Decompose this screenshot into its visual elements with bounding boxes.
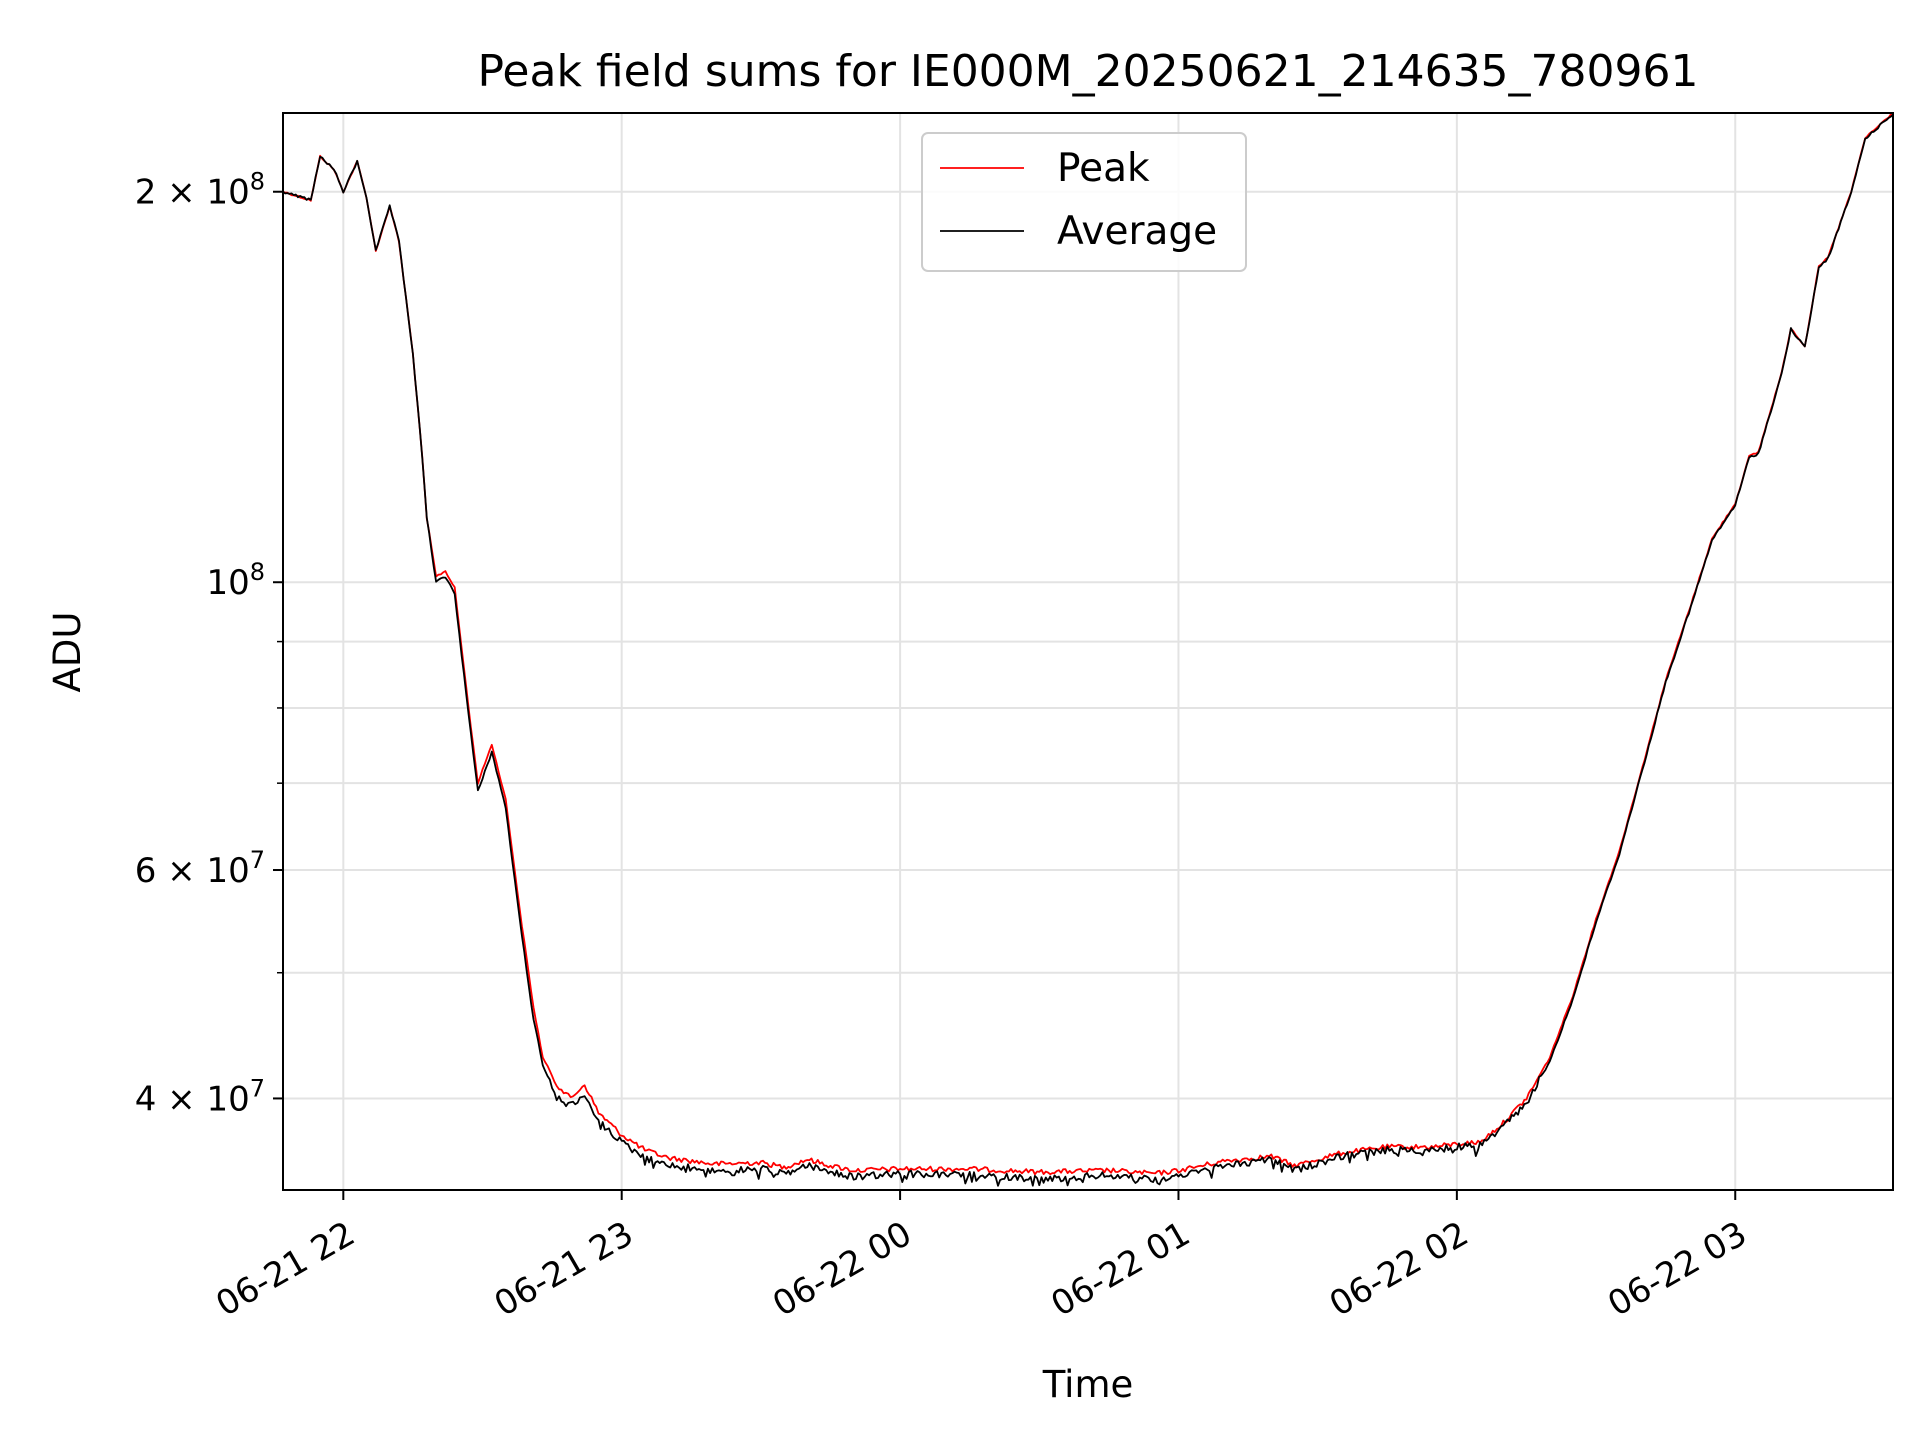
y-tick-label: 6 × 107 [135,846,265,891]
x-tick-label: 06-22 02 [1323,1214,1475,1325]
x-tick-label: 06-22 01 [1044,1214,1196,1325]
x-tick-label: 06-21 23 [488,1214,640,1325]
y-tick-label: 2 × 108 [135,168,265,213]
y-tick-exponent: 7 [250,846,265,874]
x-tick-label: 06-21 22 [209,1214,361,1325]
x-tick-label: 06-22 00 [766,1214,918,1325]
y-tick-exponent: 8 [250,168,265,196]
y-tick-mantissa: 4 [135,1079,157,1119]
y-tick-exponent: 8 [250,558,265,586]
legend-label: Peak [1057,146,1150,191]
legend-label: Average [1057,209,1217,254]
series-layer [282,112,1894,1187]
y-tick-label: 108 [206,558,265,603]
chart-title: Peak field sums for IE000M_20250621_2146… [477,46,1698,97]
y-tick-exponent: 7 [250,1074,265,1102]
y-tick-base: 10 [206,1079,249,1119]
y-tick-mantissa: 2 [135,173,157,213]
y-tick-times: × [156,173,206,213]
x-axis-ticks: 06-21 22 06-21 23 06-22 00 06-22 01 06-22 02… [209,1190,1754,1325]
y-tick-base: 10 [206,563,249,603]
grid [283,113,1893,1190]
plot-frame [282,112,1894,1191]
legend: Peak Average [921,132,1247,272]
series-line-peak [282,112,1894,1176]
series-line-average [282,114,1894,1187]
y-axis-label: ADU [46,612,89,693]
y-tick-times: × [156,1079,206,1119]
y-tick-times: × [156,851,206,891]
x-axis-label: Time [1042,1363,1134,1406]
y-tick-base: 10 [206,173,249,213]
x-tick-label: 06-22 03 [1601,1214,1753,1325]
y-tick-label: 4 × 107 [135,1074,265,1119]
y-tick-base: 10 [206,851,249,891]
y-tick-mantissa: 6 [135,851,157,891]
